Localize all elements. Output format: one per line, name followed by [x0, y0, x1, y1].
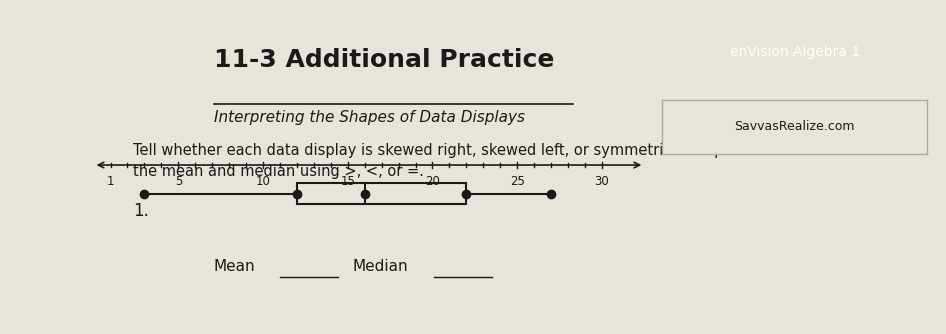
Text: 25: 25 [510, 175, 525, 188]
Text: Mean: Mean [214, 259, 255, 274]
Text: SavvasRealize.com: SavvasRealize.com [734, 121, 855, 133]
Text: 1.: 1. [132, 202, 149, 220]
Text: 11-3 Additional Practice: 11-3 Additional Practice [214, 48, 554, 72]
Bar [297, 183, 466, 204]
Text: 1: 1 [107, 175, 114, 188]
Text: Median: Median [353, 259, 409, 274]
Text: Tell whether each data display is skewed right, skewed left, or symmetric. Compa: Tell whether each data display is skewed… [132, 143, 747, 179]
Text: 10: 10 [255, 175, 271, 188]
Text: Interpreting the Shapes of Data Displays: Interpreting the Shapes of Data Displays [214, 110, 525, 125]
Text: 5: 5 [175, 175, 182, 188]
Text: 15: 15 [341, 175, 355, 188]
Text: 20: 20 [425, 175, 440, 188]
Text: 30: 30 [594, 175, 609, 188]
Text: enVision Algebra 1: enVision Algebra 1 [729, 45, 860, 59]
